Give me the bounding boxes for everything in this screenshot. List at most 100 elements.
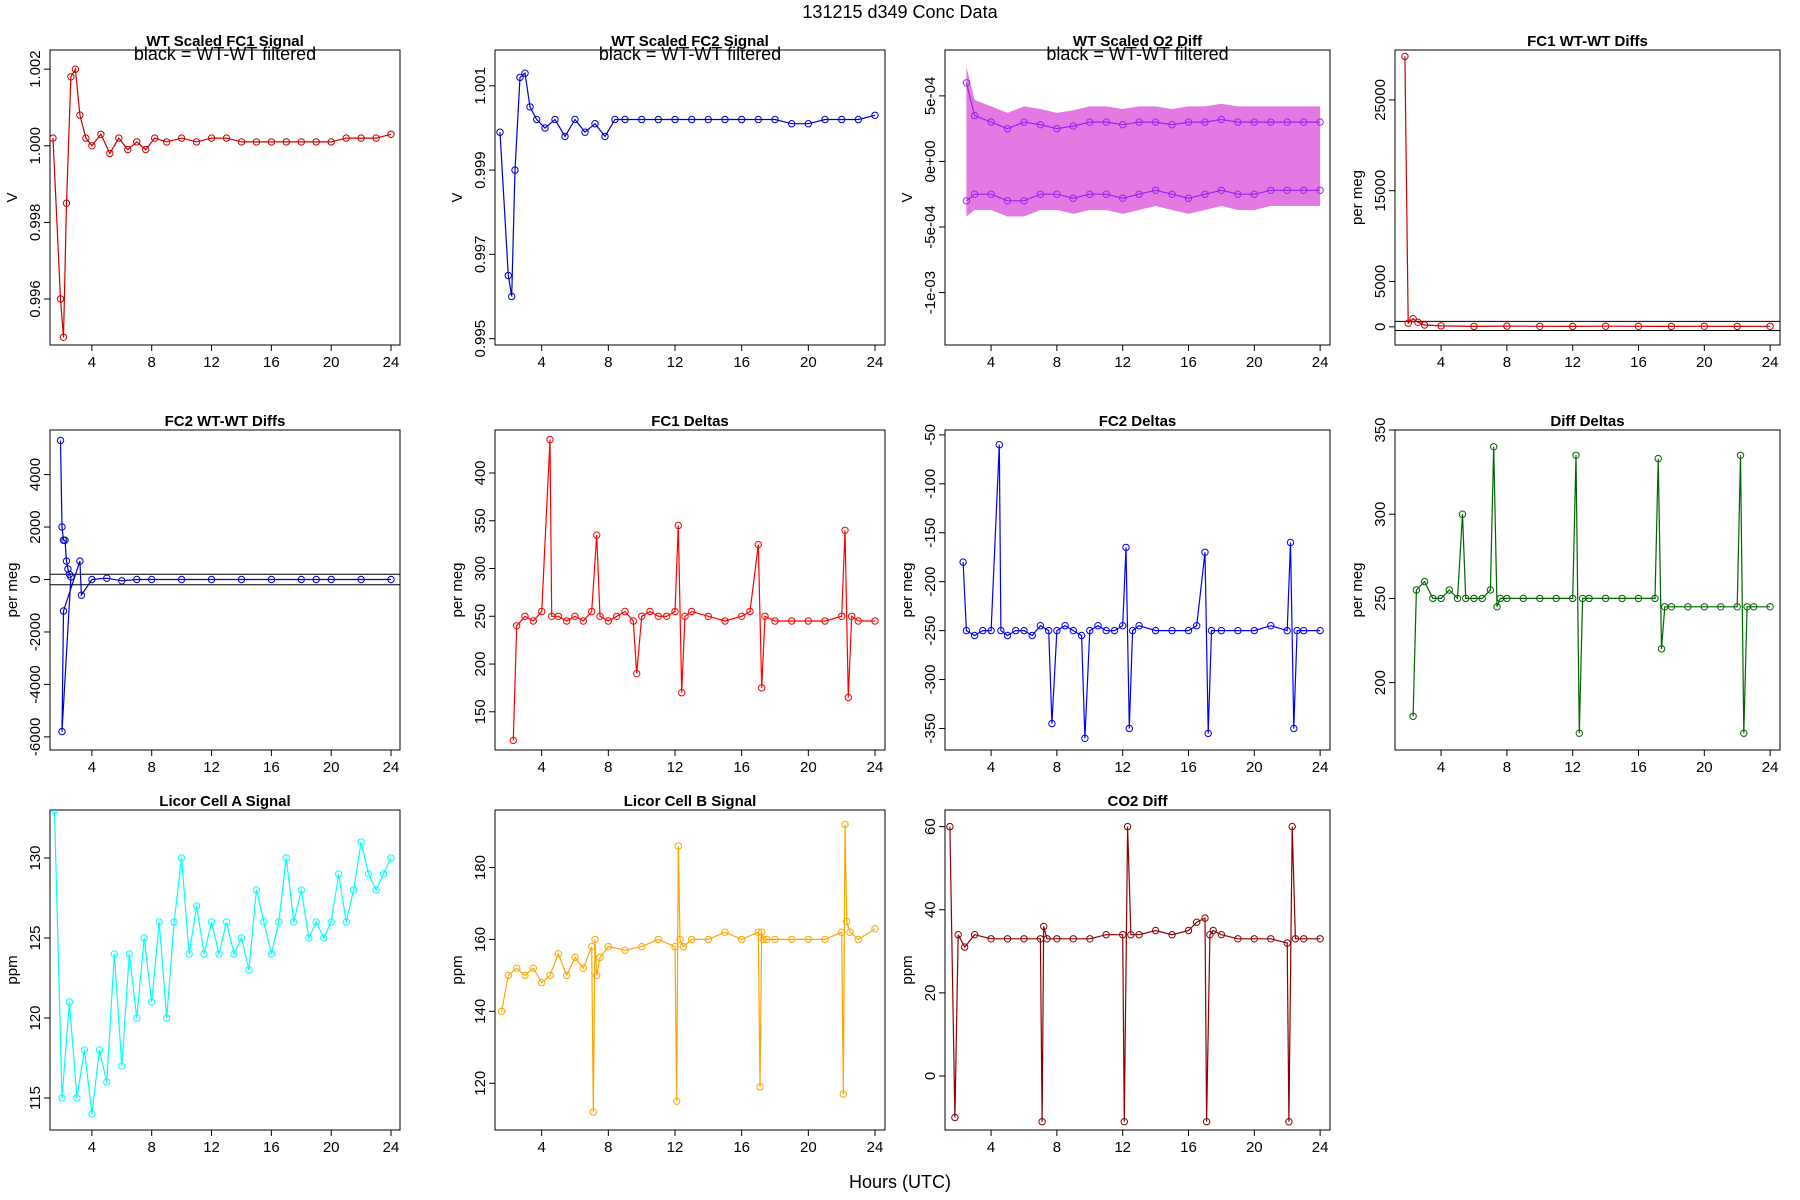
data-point: [1601, 322, 1610, 330]
data-point: [297, 886, 305, 894]
data-point: [1151, 118, 1160, 126]
y-tick-label: 60: [922, 818, 939, 835]
data-point: [633, 669, 641, 678]
data-point: [1193, 622, 1201, 630]
data-point: [1414, 318, 1422, 326]
data-point: [551, 115, 559, 124]
data-point: [611, 115, 619, 124]
data-point: [1585, 594, 1593, 603]
data-point: [67, 573, 75, 581]
data-point: [103, 574, 111, 582]
data-point: [571, 612, 579, 620]
data-point: [59, 607, 68, 615]
data-point: [504, 971, 512, 980]
data-point: [1234, 118, 1242, 126]
data-point: [987, 190, 995, 198]
y-tick-label: 140: [472, 999, 489, 1024]
data-point: [1657, 645, 1666, 653]
plot-data: [1395, 52, 1780, 331]
plot-data: [946, 822, 1324, 1126]
plot-data: [498, 820, 879, 1116]
x-tick-label: 24: [1762, 759, 1779, 776]
y-tick-label: 25000: [1372, 79, 1389, 121]
data-point: [521, 971, 529, 980]
data-point: [192, 902, 201, 910]
x-tick-label: 4: [1437, 354, 1445, 371]
x-tick-label: 8: [148, 1139, 156, 1156]
data-point: [788, 935, 796, 944]
data-point: [846, 928, 854, 936]
data-point: [77, 591, 86, 599]
x-tick-label: 8: [1053, 354, 1061, 371]
data-point: [357, 575, 365, 584]
x-tick-label: 8: [1053, 1139, 1061, 1156]
data-point: [1053, 626, 1061, 635]
data-point: [1086, 190, 1094, 198]
chart-panel: CO2 Diff 4 8 12 16 20 24 0 20 40 60 ppm: [899, 793, 1331, 1156]
data-point: [838, 612, 846, 620]
y-axis-label: per meg: [449, 562, 466, 617]
data-point: [513, 622, 521, 630]
data-point: [571, 953, 579, 962]
data-point: [844, 693, 852, 702]
data-point: [1077, 631, 1086, 640]
data-point: [1234, 935, 1242, 943]
plot-frame: [49, 429, 401, 751]
x-tick-label: 4: [537, 759, 545, 776]
data-point: [821, 115, 829, 124]
y-tick-label: -200: [922, 567, 939, 597]
data-point: [1168, 190, 1176, 198]
data-point: [671, 942, 679, 951]
data-point: [1069, 935, 1078, 943]
y-tick-label: 160: [472, 927, 489, 952]
data-point: [1053, 125, 1061, 133]
data-point: [843, 917, 851, 926]
data-point: [1283, 186, 1291, 195]
data-point: [1575, 729, 1584, 737]
y-tick-label: 1.002: [27, 50, 44, 88]
data-point: [103, 1078, 111, 1086]
y-tick-label: 200: [1372, 670, 1389, 695]
x-tick-label: 16: [1630, 354, 1647, 371]
y-axis-label: V: [449, 192, 466, 202]
data-point: [170, 918, 178, 926]
x-tick-label: 4: [537, 354, 545, 371]
data-point: [1667, 603, 1676, 611]
y-tick-label: 0.995: [472, 320, 489, 358]
y-tick-label: 350: [472, 508, 489, 533]
data-point: [1316, 626, 1324, 635]
data-point: [771, 115, 779, 124]
y-tick-label: 1.000: [27, 127, 44, 165]
data-point: [215, 950, 223, 958]
data-point: [688, 935, 696, 944]
data-point: [1250, 935, 1259, 943]
data-point: [758, 928, 766, 936]
data-point: [756, 1083, 764, 1091]
data-point: [312, 575, 320, 584]
data-point: [962, 626, 971, 635]
series-line: [949, 826, 1321, 1122]
data-point: [563, 971, 571, 980]
data-point: [118, 577, 126, 585]
data-point: [115, 134, 123, 142]
data-point: [1569, 594, 1577, 603]
data-point: [327, 138, 335, 146]
data-point: [1201, 118, 1209, 126]
data-point: [759, 935, 767, 944]
x-tick-label: 8: [1503, 759, 1511, 776]
data-point: [679, 942, 687, 951]
plot-frame: [944, 49, 1331, 346]
data-point: [67, 73, 75, 81]
data-point: [704, 115, 712, 124]
data-point: [754, 540, 762, 549]
series-line: [512, 439, 875, 741]
spread-band: [966, 67, 1321, 217]
data-point: [1733, 603, 1741, 611]
chart-title: FC1 WT-WT Diffs: [1527, 33, 1648, 50]
y-tick-label: 125: [27, 925, 44, 950]
y-tick-label: 120: [472, 1071, 489, 1096]
data-point: [1283, 626, 1291, 635]
data-point: [1316, 186, 1324, 195]
data-point: [951, 1113, 959, 1122]
